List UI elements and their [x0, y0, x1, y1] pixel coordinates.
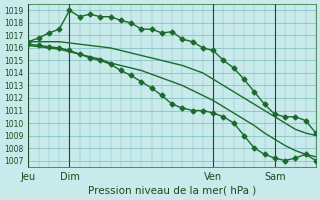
X-axis label: Pression niveau de la mer( hPa ): Pression niveau de la mer( hPa ) — [88, 186, 256, 196]
